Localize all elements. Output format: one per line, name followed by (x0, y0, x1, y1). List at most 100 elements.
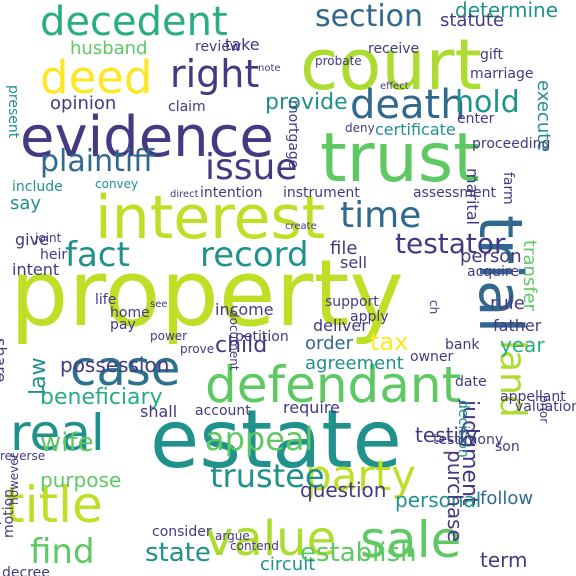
cloud-word-122: petition (235, 329, 289, 345)
cloud-word-6: decedent (40, 0, 228, 45)
cloud-word-59: testify (415, 423, 478, 447)
cloud-word-71: take (225, 35, 260, 54)
cloud-word-72: mortgage (285, 100, 301, 169)
cloud-word-86: effect (380, 81, 409, 92)
cloud-word-125: prove (180, 342, 215, 356)
cloud-word-88: support (325, 294, 379, 310)
cloud-word-117: argue (215, 529, 250, 543)
cloud-word-102: son (495, 439, 520, 455)
cloud-word-113: term (480, 548, 528, 572)
cloud-word-92: life (95, 292, 117, 308)
cloud-word-105: date (455, 374, 487, 390)
cloud-word-89: deliver (313, 316, 368, 335)
cloud-word-80: proceeding (472, 136, 551, 152)
cloud-word-123: income (215, 300, 274, 319)
cloud-word-81: deny (345, 121, 375, 135)
cloud-word-9: defendant (205, 356, 462, 414)
cloud-word-64: follow (480, 488, 534, 509)
cloud-word-47: order (305, 333, 353, 354)
cloud-word-22: fact (65, 235, 130, 275)
cloud-word-53: include (12, 179, 63, 195)
cloud-word-16: party (305, 451, 416, 500)
cloud-word-74: instrument (283, 185, 360, 201)
cloud-word-120: create (285, 221, 317, 232)
cloud-word-39: husband (70, 38, 148, 59)
cloud-word-51: say (10, 193, 42, 214)
cloud-word-30: determine (455, 0, 559, 22)
cloud-word-2: estate (150, 393, 402, 486)
cloud-word-124: see (150, 299, 168, 310)
cloud-word-83: note (258, 63, 281, 74)
cloud-word-60: purchase (443, 450, 467, 542)
cloud-word-63: consider (152, 524, 212, 540)
cloud-word-96: intent (12, 260, 60, 279)
cloud-word-45: question (300, 478, 387, 502)
cloud-word-97: acquire (467, 264, 519, 280)
cloud-word-31: state (145, 538, 211, 568)
cloud-word-87: apply (350, 309, 389, 325)
cloud-word-24: trustee (210, 457, 325, 495)
cloud-word-109: owner (410, 349, 454, 365)
cloud-word-82: receive (368, 41, 420, 57)
cloud-word-14: value (205, 511, 337, 567)
cloud-word-4: trust (320, 119, 480, 198)
cloud-word-70: present (5, 85, 21, 139)
cloud-word-76: statute (440, 10, 505, 31)
cloud-word-5: evidence (20, 105, 274, 170)
cloud-word-55: file (330, 238, 358, 259)
cloud-word-25: find (30, 532, 95, 572)
cloud-word-91: home (110, 305, 150, 321)
cloud-word-15: sale (360, 511, 462, 569)
cloud-word-61: establish (300, 538, 417, 568)
cloud-word-98: decision (455, 400, 471, 458)
cloud-word-10: case (70, 341, 181, 397)
cloud-word-108: farm (500, 172, 516, 205)
cloud-word-13: real (10, 404, 105, 462)
cloud-word-93: share (0, 338, 10, 383)
cloud-word-73: intention (200, 185, 263, 201)
cloud-word-48: tax (370, 328, 409, 356)
cloud-word-1: property (10, 240, 404, 347)
cloud-word-57: person (460, 246, 522, 267)
cloud-word-119: direct (170, 189, 199, 200)
cloud-word-101: testimony (433, 432, 504, 448)
cloud-word-26: plaintiff (40, 144, 154, 179)
cloud-word-7: deed (40, 51, 153, 104)
cloud-word-46: personal (395, 488, 482, 512)
cloud-word-69: opinion (50, 93, 117, 114)
cloud-word-126: power (150, 329, 188, 343)
cloud-word-100: appellant (500, 389, 566, 405)
cloud-word-37: year (500, 333, 545, 357)
cloud-word-107: marital (463, 168, 482, 225)
cloud-word-29: testator (395, 227, 506, 260)
cloud-word-50: agreement (305, 353, 404, 374)
cloud-word-66: contend (230, 539, 279, 553)
cloud-word-77: marriage (470, 66, 534, 82)
cloud-word-34: law (26, 357, 51, 395)
cloud-word-52: give (15, 230, 49, 249)
cloud-word-35: possession (60, 353, 170, 377)
cloud-word-28: hold (455, 85, 520, 120)
cloud-word-18: right (170, 52, 260, 96)
cloud-word-56: sell (340, 253, 368, 272)
cloud-word-94: heir (40, 247, 68, 263)
cloud-word-104: ch (427, 300, 441, 315)
cloud-word-54: claim (168, 99, 206, 115)
cloud-word-75: assessment (413, 185, 496, 201)
cloud-word-21: time (340, 195, 422, 236)
cloud-word-27: appeal (205, 420, 314, 458)
cloud-word-118: reverse (0, 449, 46, 463)
cloud-word-12: death (350, 82, 466, 128)
cloud-word-95: joint (35, 231, 62, 245)
cloud-word-106: prior (537, 395, 551, 424)
cloud-word-62: circuit (260, 554, 316, 575)
cloud-word-32: beneficiary (40, 385, 163, 410)
cloud-word-67: account (195, 403, 251, 419)
cloud-word-43: convey (95, 177, 139, 191)
cloud-word-78: gift (480, 47, 503, 63)
cloud-word-85: probate (315, 54, 362, 68)
cloud-word-99: valuation (515, 399, 576, 415)
cloud-word-116: executor (0, 480, 3, 542)
cloud-word-58: rule (490, 293, 525, 314)
cloud-word-84: review (195, 39, 242, 55)
